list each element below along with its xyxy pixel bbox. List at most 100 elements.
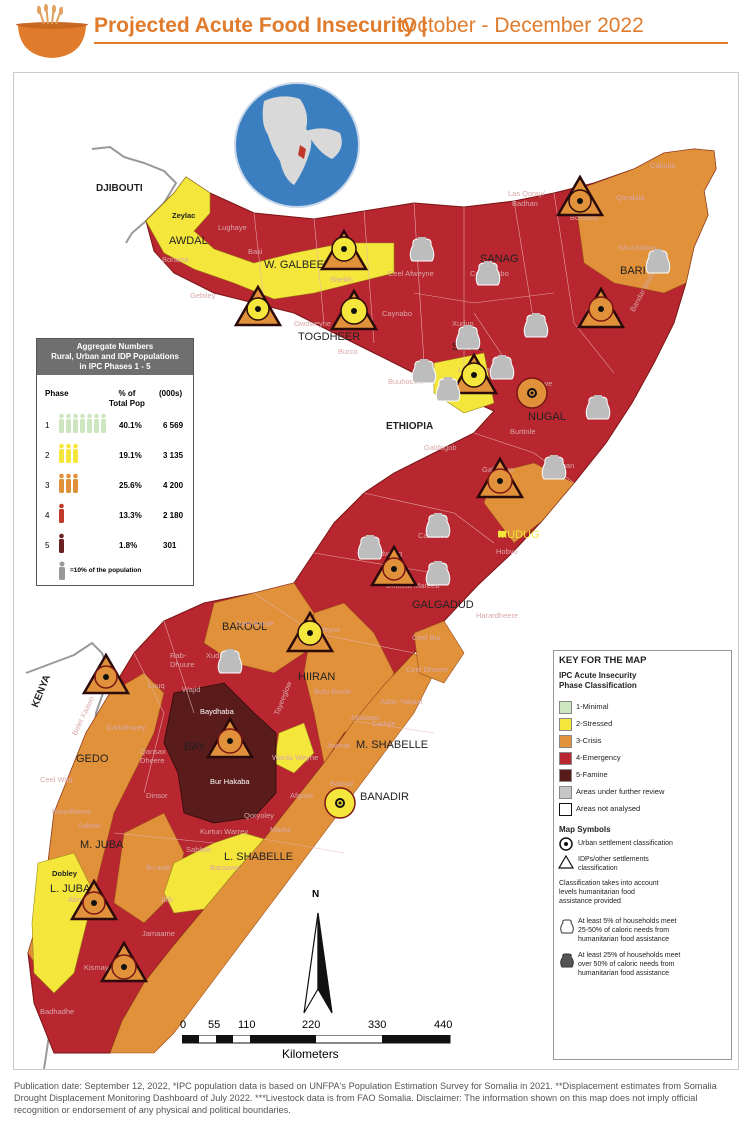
aid-bag-outline-icon bbox=[560, 919, 574, 934]
legend-swatch bbox=[559, 735, 572, 748]
district-label: Baraawe bbox=[210, 863, 240, 872]
district-label: Zeylac bbox=[172, 211, 196, 220]
aggregate-row: 2 19.1% 3 135 bbox=[37, 443, 193, 463]
district-label: Doolo bbox=[94, 673, 114, 682]
region-label-galgadud: GALGADUD bbox=[412, 599, 474, 611]
legend-idp-label: IDPs/other settlements classification bbox=[578, 856, 649, 872]
region-label-gedo: GEDO bbox=[76, 753, 109, 765]
district-label: Talex bbox=[526, 325, 544, 334]
district-label: Bur Hakaba bbox=[210, 777, 250, 786]
district-label: Ceel Waq bbox=[40, 775, 73, 784]
district-label: Baardheere bbox=[52, 807, 92, 816]
region-label-banadir: BANADIR bbox=[360, 791, 409, 803]
district-label: Qardho bbox=[586, 307, 612, 316]
district-label: Ceerigaabo bbox=[470, 269, 509, 278]
district-label: Cadale bbox=[372, 719, 396, 728]
aggregate-num: 2 180 bbox=[163, 511, 184, 520]
aggregate-pct: 1.8% bbox=[119, 541, 138, 550]
district-label: Afmadow bbox=[68, 895, 100, 904]
aggregate-panel: Aggregate Numbers Rural, Urban and IDP P… bbox=[36, 338, 194, 586]
legend-label: 4-Emergency bbox=[576, 753, 621, 762]
scale-tick: 110 bbox=[238, 1019, 256, 1031]
globe-inset bbox=[234, 82, 360, 208]
district-label: Garowe bbox=[526, 379, 553, 388]
legend-label: 3-Crisis bbox=[576, 736, 602, 745]
aggregate-phase: 1 bbox=[45, 421, 50, 430]
district-label: Badhadhe bbox=[40, 1007, 75, 1016]
scale-tick: 55 bbox=[208, 1019, 221, 1031]
district-label: Jalalaqsi bbox=[350, 713, 380, 722]
aggregate-pct: 13.3% bbox=[119, 511, 142, 520]
legend-swatch bbox=[559, 786, 572, 799]
aggregate-col-pct: % of Total Pop bbox=[109, 389, 145, 408]
district-label: Afgoye bbox=[290, 791, 314, 800]
legend-swatch bbox=[559, 769, 572, 782]
legend-swatch bbox=[559, 803, 572, 816]
scale-tick: 0 bbox=[180, 1019, 187, 1031]
aggregate-row: 4 13.3% 2 180 bbox=[37, 503, 193, 523]
aggregate-row: 5 1.8% 301 bbox=[37, 533, 193, 553]
legend-item: Areas not analysed bbox=[559, 803, 727, 816]
legend-item: 3-Crisis bbox=[559, 735, 727, 748]
idp-triangle-icon bbox=[558, 855, 574, 869]
district-label: Wanla Weyne bbox=[272, 753, 319, 762]
aggregate-col-phase: Phase bbox=[45, 389, 69, 398]
aggregate-pct: 40.1% bbox=[119, 421, 142, 430]
district-label: Cadaado bbox=[418, 531, 449, 540]
legend-title: KEY FOR THE MAP bbox=[559, 655, 647, 666]
aggregate-pct: 19.1% bbox=[119, 451, 142, 460]
district-label: Harardheere bbox=[476, 611, 519, 620]
north-label: N bbox=[312, 889, 320, 900]
district-label: Laas Caanood bbox=[458, 365, 507, 374]
district-label: Las Qoray/ bbox=[508, 189, 545, 198]
district-label: Owdweyne bbox=[294, 319, 332, 328]
region-label-togdheer: TOGDHEER bbox=[298, 331, 361, 343]
page-title: Projected Acute Food Insecurity | bbox=[94, 14, 427, 37]
scale-tick: 330 bbox=[368, 1019, 387, 1031]
legend-item: Areas under further review bbox=[559, 786, 727, 799]
scale-bar bbox=[182, 1035, 451, 1044]
footer-note: Publication date: September 12, 2022, *I… bbox=[14, 1081, 717, 1115]
district-label: Rab- Dhuure bbox=[170, 651, 195, 669]
aggregate-row: 1 40.1% 6 569 bbox=[37, 413, 193, 433]
region-label-m-juba: M. JUBA bbox=[80, 839, 124, 851]
district-label: Ceel Barde bbox=[236, 619, 274, 628]
district-label: Badhan bbox=[512, 199, 538, 208]
legend-item: 4-Emergency bbox=[559, 752, 727, 765]
district-label: Caynabo bbox=[382, 309, 413, 318]
district-label: Lughaye bbox=[218, 223, 247, 232]
legend-subtitle: IPC Acute Insecurity Phase Classificatio… bbox=[559, 671, 637, 690]
district-label: Ceel Bur bbox=[412, 633, 442, 642]
district-label: Galkacyo bbox=[482, 465, 514, 474]
district-label: Qansax Dheere bbox=[140, 747, 166, 765]
aggregate-note: =10% of the population bbox=[70, 567, 142, 574]
district-label: Hobyo bbox=[496, 547, 518, 556]
region-label-m-shabelle: M. SHABELLE bbox=[356, 739, 429, 751]
person-icon bbox=[57, 473, 113, 497]
page-subtitle: October - December 2022 bbox=[401, 14, 644, 37]
district-label: Ceel Afweyne bbox=[388, 269, 434, 278]
legend-label: 1-Minimal bbox=[576, 702, 609, 711]
district-label: Sakow bbox=[78, 821, 101, 830]
person-icon bbox=[57, 533, 113, 557]
district-label: Dhuusa Mareeb bbox=[386, 581, 440, 590]
aggregate-phase: 4 bbox=[45, 511, 50, 520]
district-label: Ceel Dheere bbox=[406, 665, 449, 674]
legend-aid25-label: At least 5% of households meet 25-50% of… bbox=[578, 918, 677, 943]
aggregate-title: Aggregate Numbers Rural, Urban and IDP P… bbox=[37, 339, 193, 375]
district-label: Dinsor bbox=[146, 791, 168, 800]
aggregate-phase: 3 bbox=[45, 481, 50, 490]
region-label-bay: BAY bbox=[184, 741, 206, 753]
scale-tick: 440 bbox=[434, 1019, 453, 1031]
aggregate-num: 301 bbox=[163, 541, 177, 550]
district-label: Borama bbox=[162, 255, 189, 264]
country-label-djibouti: DJIBOUTI bbox=[96, 183, 143, 194]
aggregate-num: 4 200 bbox=[163, 481, 184, 490]
district-label: Baydhaba bbox=[200, 707, 234, 716]
district-label: Hargeysa bbox=[246, 317, 279, 326]
district-label: Bu'aale bbox=[146, 863, 171, 872]
district-label: Jamaame bbox=[142, 929, 175, 938]
region-label-awdal: AWDAL bbox=[169, 235, 208, 247]
region-label-bakool: BAKOOL bbox=[222, 621, 268, 633]
district-label: Galdogob bbox=[424, 443, 457, 452]
